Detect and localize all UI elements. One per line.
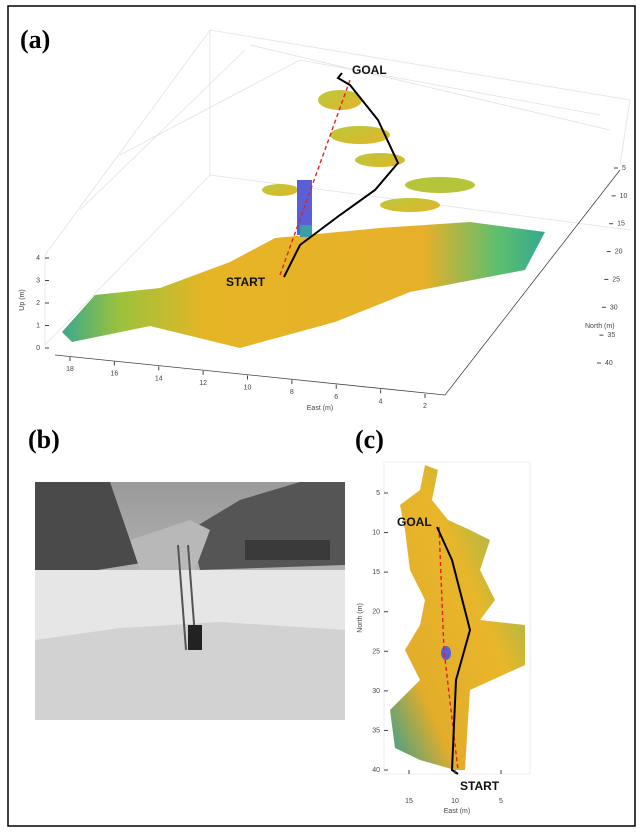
axes-3d	[45, 30, 630, 395]
tick-label: 2	[423, 403, 427, 410]
tick-label: 3	[36, 278, 40, 285]
panel-label: (a)	[20, 25, 50, 54]
goal-label: GOAL	[352, 63, 387, 77]
tick-label: 4	[379, 398, 383, 405]
point-cloud	[62, 90, 545, 348]
axis-label: East (m)	[444, 808, 470, 815]
tick-label: 40	[372, 767, 380, 774]
tick-label: 25	[612, 276, 620, 283]
tick-label: 4	[36, 255, 40, 262]
tick-label: 16	[110, 371, 118, 378]
tick-label: 40	[605, 360, 613, 367]
goal-label: GOAL	[397, 515, 432, 529]
tick-label: 10	[372, 530, 380, 537]
tick-label: 35	[607, 332, 615, 339]
tick-label: 15	[617, 221, 625, 228]
tick-label: 0	[36, 345, 40, 352]
tick-label: 20	[372, 609, 380, 616]
tick-label: 18	[66, 366, 74, 373]
tick-label: 30	[610, 304, 618, 311]
tick-label: 20	[615, 249, 623, 256]
tick-label: 5	[499, 798, 503, 805]
tick-label: 12	[199, 380, 207, 387]
tick-label: 6	[334, 394, 338, 401]
tick-label: 15	[405, 798, 413, 805]
start-label: START	[460, 779, 500, 793]
tick-label: 10	[244, 385, 252, 392]
tick-label: 35	[372, 727, 380, 734]
photo	[35, 482, 345, 720]
tick-label: 5	[622, 165, 626, 172]
tick-label: 8	[290, 389, 294, 396]
tick-label: 2	[36, 300, 40, 307]
panel-label: (c)	[355, 425, 384, 454]
panel-label: (b)	[28, 425, 60, 454]
start-label: START	[226, 275, 266, 289]
tick-label: 25	[372, 648, 380, 655]
point-cloud	[390, 465, 525, 770]
axis-label: Up (m)	[19, 289, 26, 310]
axis-label: North (m)	[357, 603, 364, 633]
tick-label: 15	[372, 569, 380, 576]
tick-label: 5	[376, 490, 380, 497]
tick-label: 10	[620, 193, 628, 200]
tick-label: 30	[372, 688, 380, 695]
tick-label: 14	[155, 375, 163, 382]
tick-label: 1	[36, 323, 40, 330]
axis-label: North (m)	[585, 323, 615, 330]
axis-label: East (m)	[307, 405, 333, 412]
tick-label: 10	[451, 798, 459, 805]
